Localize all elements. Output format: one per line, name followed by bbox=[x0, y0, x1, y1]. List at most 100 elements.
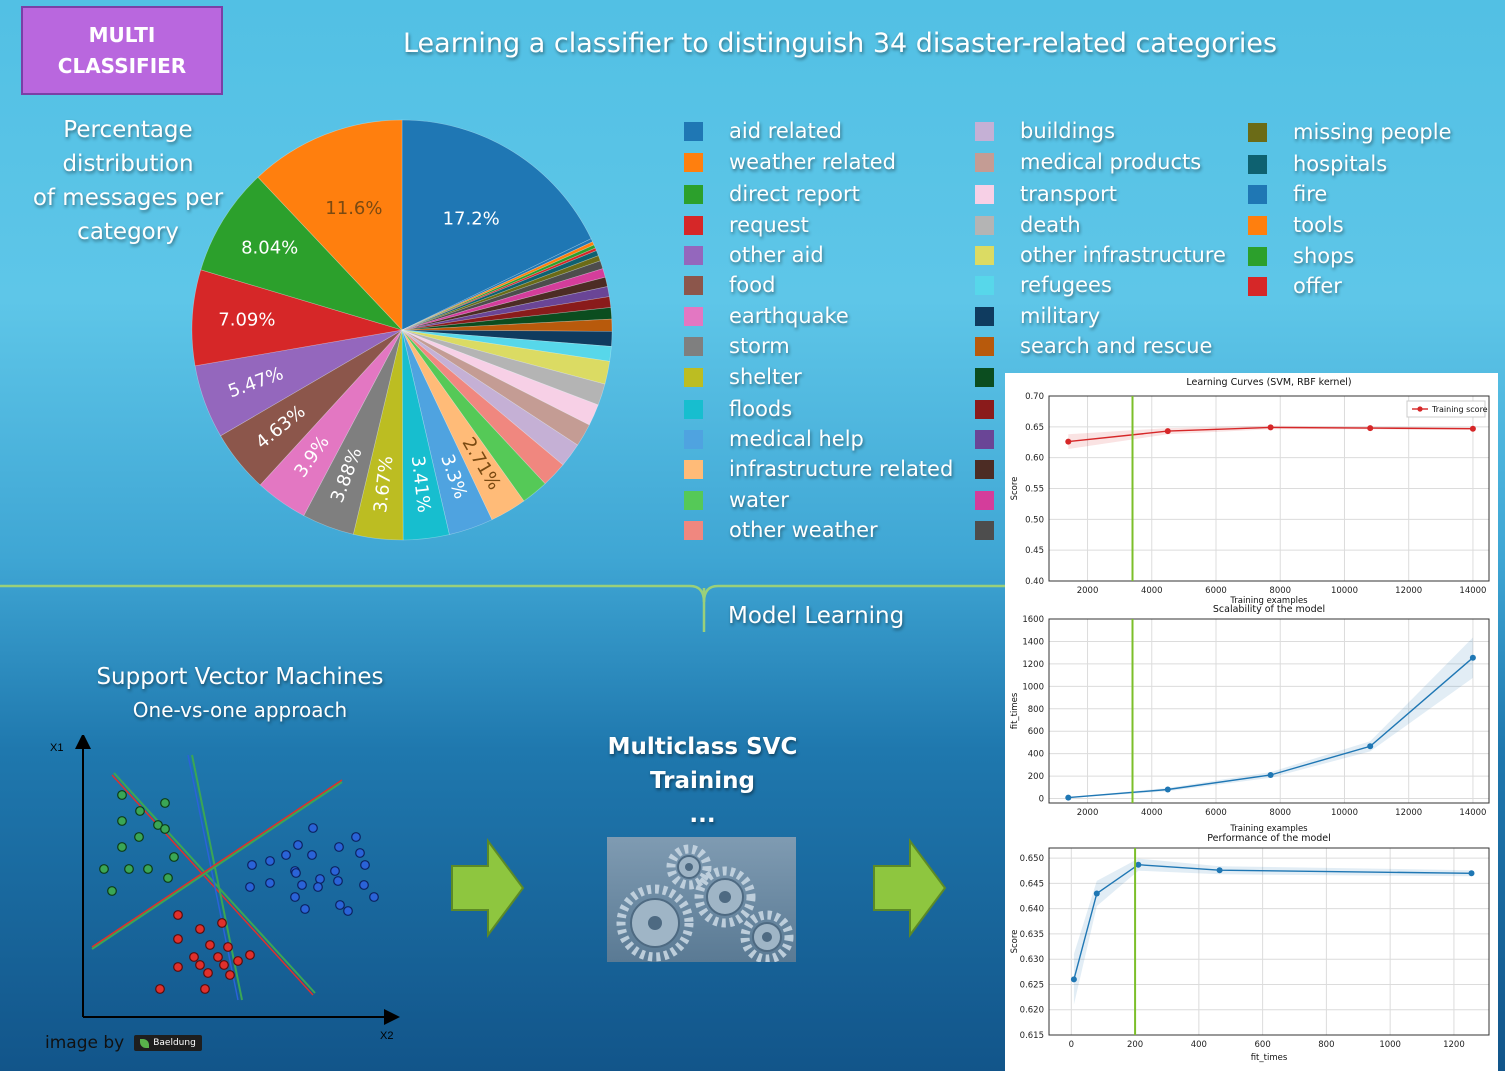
legend-label: shops bbox=[1293, 244, 1355, 268]
legend-item: missing people bbox=[1248, 120, 1452, 144]
y-tick-label: 800 bbox=[1028, 705, 1044, 715]
legend-item: food bbox=[684, 273, 775, 297]
svm-data-point bbox=[160, 798, 170, 808]
legend-swatch bbox=[684, 245, 703, 265]
svm-data-point bbox=[117, 816, 127, 826]
legend-swatch bbox=[975, 367, 994, 387]
pie-slice bbox=[401, 329, 613, 347]
data-point bbox=[1367, 743, 1374, 750]
pie-slice bbox=[401, 296, 612, 331]
model-learning-label: Model Learning bbox=[728, 603, 905, 629]
y-tick-label: 0.40 bbox=[1025, 577, 1044, 587]
pie-slice-label: 7.09% bbox=[218, 310, 275, 331]
pie-slice-label: 11.6% bbox=[325, 198, 382, 219]
svm-axis-x-label: X2 bbox=[380, 1030, 393, 1042]
svm-title: Support Vector Machines bbox=[96, 664, 384, 690]
x-tick-label: 800 bbox=[1318, 1040, 1334, 1050]
legend-swatch bbox=[684, 490, 703, 510]
legend-label: military bbox=[1020, 304, 1101, 328]
legend-item: medical products bbox=[975, 150, 1201, 174]
data-point bbox=[1093, 890, 1100, 897]
legend-label: water bbox=[729, 488, 789, 512]
svm-data-point bbox=[195, 924, 205, 934]
y-axis-label: fit_times bbox=[1010, 692, 1020, 729]
svm-data-point bbox=[334, 842, 344, 852]
pie-slice bbox=[401, 268, 606, 331]
svm-subtitle: One-vs-one approach bbox=[132, 698, 348, 722]
confidence-band bbox=[1073, 858, 1472, 1005]
multi-classifier-badge: MULTI CLASSIFIER bbox=[21, 6, 223, 95]
y-tick-label: 0.615 bbox=[1020, 1031, 1044, 1041]
svm-data-point bbox=[359, 880, 369, 890]
legend-label: death bbox=[1020, 213, 1081, 237]
legend-swatch bbox=[1248, 184, 1267, 204]
chart-title: Scalability of the model bbox=[1213, 604, 1325, 615]
x-axis-label: Training examples bbox=[1229, 596, 1308, 606]
legend-swatch bbox=[684, 367, 703, 387]
pie-slice bbox=[401, 238, 593, 331]
leaf-icon bbox=[140, 1038, 150, 1048]
legend-item bbox=[975, 427, 1020, 451]
y-tick-label: 200 bbox=[1028, 772, 1044, 782]
svm-data-point bbox=[163, 873, 173, 883]
legend-item: request bbox=[684, 213, 809, 237]
legend-item: earthquake bbox=[684, 304, 849, 328]
pie-slice bbox=[401, 276, 608, 331]
y-axis-label: Score bbox=[1010, 477, 1020, 501]
y-tick-label: 0.65 bbox=[1025, 423, 1044, 433]
y-tick-label: 0.645 bbox=[1020, 879, 1044, 889]
pie-slice bbox=[401, 307, 613, 331]
data-point bbox=[1267, 424, 1274, 431]
svm-data-point bbox=[369, 892, 379, 902]
svc-line-3: ... bbox=[689, 802, 716, 828]
svm-data-point bbox=[213, 952, 223, 962]
chart-title: Performance of the model bbox=[1207, 833, 1331, 844]
plot-frame bbox=[1048, 618, 1490, 804]
svm-data-point bbox=[233, 956, 243, 966]
legend-swatch bbox=[684, 459, 703, 479]
plot-frame bbox=[1048, 395, 1490, 582]
pie-slice bbox=[191, 269, 403, 367]
pie-slice bbox=[401, 329, 546, 502]
y-tick-label: 1000 bbox=[1022, 682, 1044, 692]
credit-logo-text: Baeldung bbox=[153, 1038, 196, 1048]
y-tick-label: 0.650 bbox=[1020, 854, 1044, 864]
legend-item: aid related bbox=[684, 119, 842, 143]
legend-item: direct report bbox=[684, 182, 860, 206]
svm-data-point bbox=[135, 806, 145, 816]
legend-label: offer bbox=[1293, 274, 1342, 298]
svm-data-point bbox=[297, 880, 307, 890]
x-tick-label: 0 bbox=[1069, 1040, 1074, 1050]
pie-slice bbox=[401, 318, 613, 332]
svm-data-point bbox=[265, 856, 275, 866]
svm-data-point bbox=[225, 970, 235, 980]
legend-label: buildings bbox=[1020, 119, 1116, 143]
legend-swatch bbox=[1248, 246, 1267, 266]
pie-slice bbox=[200, 176, 403, 331]
y-tick-label: 600 bbox=[1028, 727, 1044, 737]
svm-data-point bbox=[219, 960, 229, 970]
pie-slice bbox=[401, 119, 592, 331]
legend-label: food bbox=[729, 273, 776, 297]
legend-swatch bbox=[975, 184, 994, 204]
x-tick-label: 6000 bbox=[1205, 586, 1227, 596]
plot-frame bbox=[1048, 847, 1490, 1036]
legend-swatch bbox=[975, 336, 994, 356]
pie-slice bbox=[401, 250, 599, 331]
svm-axis-y-label: X1 bbox=[50, 742, 63, 754]
data-point bbox=[1367, 425, 1374, 432]
legend-label: request bbox=[729, 213, 809, 237]
legend-swatch bbox=[975, 152, 994, 172]
legend-swatch bbox=[975, 121, 994, 141]
pie-slice bbox=[220, 329, 403, 486]
legend-item: tools bbox=[1248, 213, 1344, 237]
y-tick-label: 0.620 bbox=[1020, 1006, 1044, 1016]
legend-item: storm bbox=[684, 334, 790, 358]
data-point bbox=[1070, 976, 1077, 983]
x-tick-label: 8000 bbox=[1269, 586, 1291, 596]
pie-slice bbox=[401, 329, 606, 406]
legend-item: offer bbox=[1248, 274, 1342, 298]
pie-caption: Percentage distribution of messages per … bbox=[0, 113, 256, 249]
pie-slice bbox=[259, 329, 403, 517]
svm-data-point bbox=[281, 850, 291, 860]
